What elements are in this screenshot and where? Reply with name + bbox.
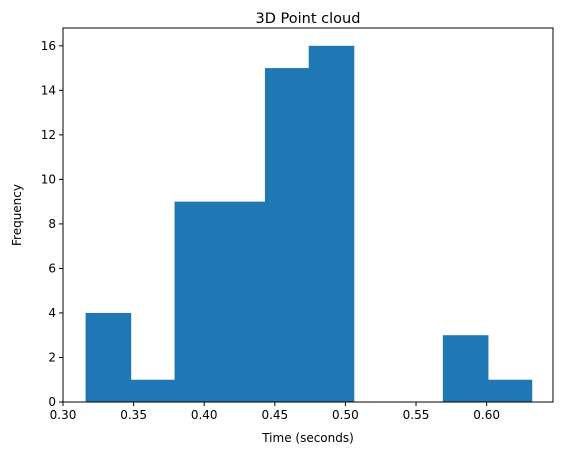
- histogram-bar: [130, 379, 175, 402]
- y-axis-title: Frequency: [10, 184, 24, 246]
- histogram-bar: [264, 68, 310, 403]
- x-tick-label: 0.55: [403, 408, 430, 422]
- y-tick-label: 16: [41, 39, 56, 53]
- histogram-bar: [488, 379, 533, 402]
- plot-frame: [62, 27, 554, 403]
- y-tick-label: 8: [48, 217, 56, 231]
- histogram-bar: [174, 201, 221, 402]
- x-tick-label: 0.35: [120, 408, 147, 422]
- y-tick-label: 6: [48, 261, 56, 275]
- chart-title: 3D Point cloud: [256, 11, 361, 27]
- bars-group: [85, 45, 533, 403]
- histogram-bar: [442, 335, 489, 402]
- x-tick-label: 0.30: [50, 408, 77, 422]
- x-axis-title: Time (seconds): [261, 431, 354, 445]
- y-tick-label: 0: [48, 395, 56, 409]
- y-tick-label: 4: [48, 306, 56, 320]
- histogram-bar: [85, 312, 132, 402]
- x-tick-label: 0.50: [332, 408, 359, 422]
- y-tick-label: 14: [41, 83, 56, 97]
- y-tick-label: 2: [48, 350, 56, 364]
- y-tick-label: 10: [41, 172, 56, 186]
- y-tick-label: 12: [41, 128, 56, 142]
- x-axis: 0.30 0.35 0.40 0.45 0.50 0.55 0.60: [50, 402, 500, 422]
- x-tick-label: 0.40: [191, 408, 218, 422]
- x-tick-label: 0.60: [473, 408, 500, 422]
- histogram-bar: [219, 201, 266, 402]
- x-tick-label: 0.45: [261, 408, 288, 422]
- y-axis: 0 2 4 6 8 10 12 14 16: [41, 39, 63, 409]
- histogram-bar: [308, 45, 355, 403]
